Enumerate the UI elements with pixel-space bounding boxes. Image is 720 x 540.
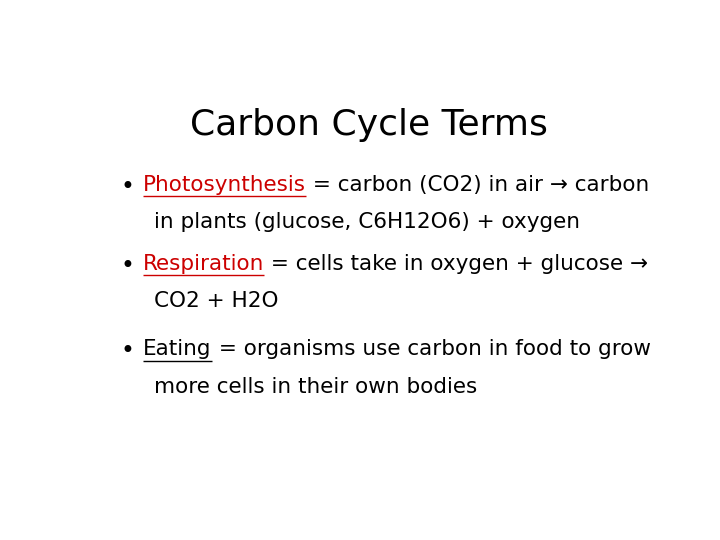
Text: CO2 + H2O: CO2 + H2O — [154, 292, 279, 312]
Text: Carbon Cycle Terms: Carbon Cycle Terms — [190, 109, 548, 143]
Text: = organisms use carbon in food to grow: = organisms use carbon in food to grow — [212, 339, 650, 359]
Text: •: • — [121, 254, 135, 278]
Text: more cells in their own bodies: more cells in their own bodies — [154, 377, 477, 397]
Text: Respiration: Respiration — [143, 254, 264, 274]
Text: •: • — [121, 175, 135, 199]
Text: = carbon (CO2) in air → carbon: = carbon (CO2) in air → carbon — [306, 175, 649, 195]
Text: in plants (glucose, C6H12O6) + oxygen: in plants (glucose, C6H12O6) + oxygen — [154, 212, 580, 232]
Text: Eating: Eating — [143, 339, 212, 359]
Text: Photosynthesis: Photosynthesis — [143, 175, 306, 195]
Text: = cells take in oxygen + glucose →: = cells take in oxygen + glucose → — [264, 254, 649, 274]
Text: •: • — [121, 339, 135, 363]
